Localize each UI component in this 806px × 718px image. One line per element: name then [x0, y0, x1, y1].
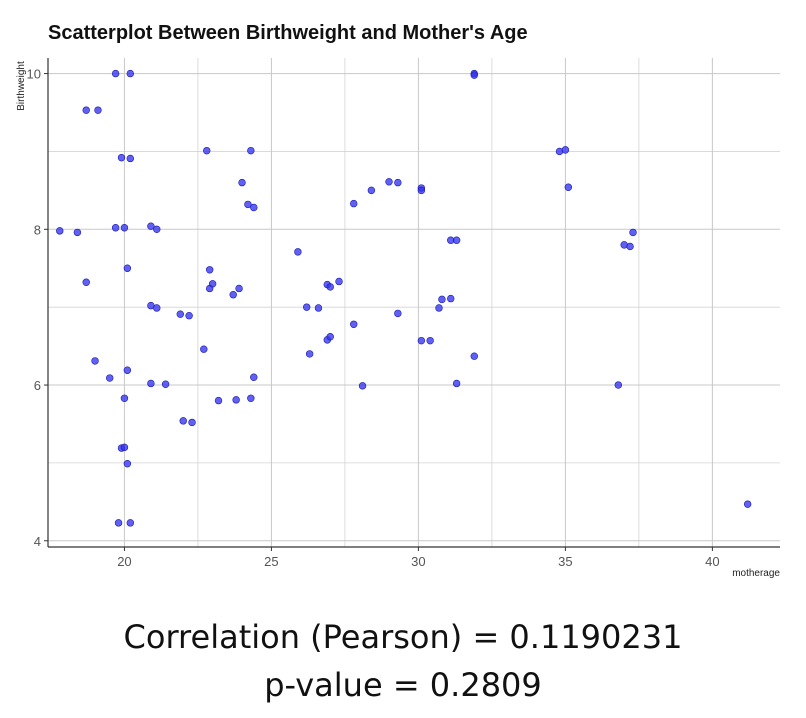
x-tick-label: 40 — [705, 554, 719, 569]
data-point — [188, 418, 196, 427]
data-point — [153, 304, 161, 312]
data-point — [335, 277, 343, 286]
data-point — [238, 178, 246, 187]
data-point — [250, 203, 258, 212]
data-point — [94, 106, 102, 114]
data-point — [111, 224, 120, 232]
data-point — [91, 357, 99, 365]
correlation-text: Correlation (Pearson) = 0.1190231 — [123, 618, 683, 656]
y-tick-label: 6 — [34, 378, 41, 393]
data-point — [350, 199, 358, 208]
data-point — [250, 373, 258, 381]
data-point — [82, 106, 90, 114]
data-point — [73, 228, 82, 237]
data-point — [452, 236, 461, 244]
data-point — [161, 380, 170, 388]
data-point — [114, 519, 123, 527]
data-point — [123, 366, 132, 374]
data-point — [208, 280, 217, 288]
data-point — [179, 417, 187, 425]
data-point — [247, 146, 255, 155]
data-point — [229, 291, 237, 299]
data-point — [385, 178, 393, 186]
data-point — [235, 284, 243, 293]
y-tick-label: 10 — [27, 67, 41, 82]
data-point — [350, 320, 358, 329]
data-point — [82, 278, 90, 286]
data-point — [153, 225, 161, 234]
data-point — [120, 224, 129, 232]
data-point — [214, 396, 223, 405]
data-point — [367, 186, 376, 195]
y-axis-label: Birthweight — [16, 61, 27, 111]
data-point — [326, 333, 334, 341]
y-tick-label: 4 — [34, 534, 41, 549]
data-point — [470, 71, 478, 79]
data-point — [305, 350, 314, 358]
data-point — [244, 200, 252, 209]
data-point — [470, 352, 478, 360]
data-point — [302, 303, 311, 311]
data-point — [417, 336, 426, 345]
x-tick-label: 25 — [264, 554, 278, 569]
data-point — [564, 183, 573, 191]
data-point — [426, 336, 434, 345]
data-point — [200, 345, 208, 353]
data-point — [117, 153, 126, 162]
data-point — [629, 228, 637, 237]
scatterplot: 20 25 30 35 40 4 6 8 10 Birthweight motherage — [16, 58, 780, 579]
data-point — [203, 146, 211, 155]
data-point — [452, 379, 461, 388]
data-point — [176, 310, 184, 318]
x-tick-label: 35 — [558, 554, 572, 569]
y-tick-label: 8 — [34, 222, 41, 237]
data-point — [147, 379, 155, 388]
data-point — [111, 69, 120, 78]
data-point — [106, 374, 114, 382]
data-point — [185, 312, 193, 320]
data-point — [120, 443, 129, 452]
data-point — [394, 178, 402, 187]
data-point — [438, 295, 446, 304]
data-point — [120, 394, 129, 402]
data-point — [394, 309, 402, 318]
data-point — [626, 242, 634, 251]
data-point — [123, 459, 132, 468]
data-point — [126, 154, 135, 163]
data-point — [614, 381, 623, 389]
data-point — [561, 146, 570, 154]
data-point — [326, 283, 334, 291]
axes — [44, 58, 780, 551]
data-point — [123, 264, 132, 272]
data-point — [417, 186, 426, 195]
chart-title: Scatterplot Between Birthweight and Moth… — [48, 22, 528, 44]
data-point — [147, 222, 155, 230]
data-point — [126, 69, 135, 78]
data-point — [358, 382, 367, 390]
data-point — [205, 266, 214, 274]
data-point — [56, 227, 64, 235]
data-point — [314, 304, 323, 312]
data-point — [247, 394, 255, 402]
data-point — [435, 304, 443, 312]
tick-labels: 20 25 30 35 40 4 6 8 10 — [27, 67, 720, 569]
data-point — [447, 294, 455, 303]
data-points — [56, 69, 752, 527]
data-point — [232, 396, 240, 404]
x-axis-label: motherage — [732, 568, 780, 579]
x-tick-label: 30 — [411, 554, 425, 569]
data-point — [743, 500, 752, 508]
data-point — [294, 248, 302, 256]
x-tick-label: 20 — [117, 554, 131, 569]
gridlines — [48, 58, 780, 547]
data-point — [126, 519, 135, 527]
p-value-text: p-value = 0.2809 — [264, 666, 542, 704]
